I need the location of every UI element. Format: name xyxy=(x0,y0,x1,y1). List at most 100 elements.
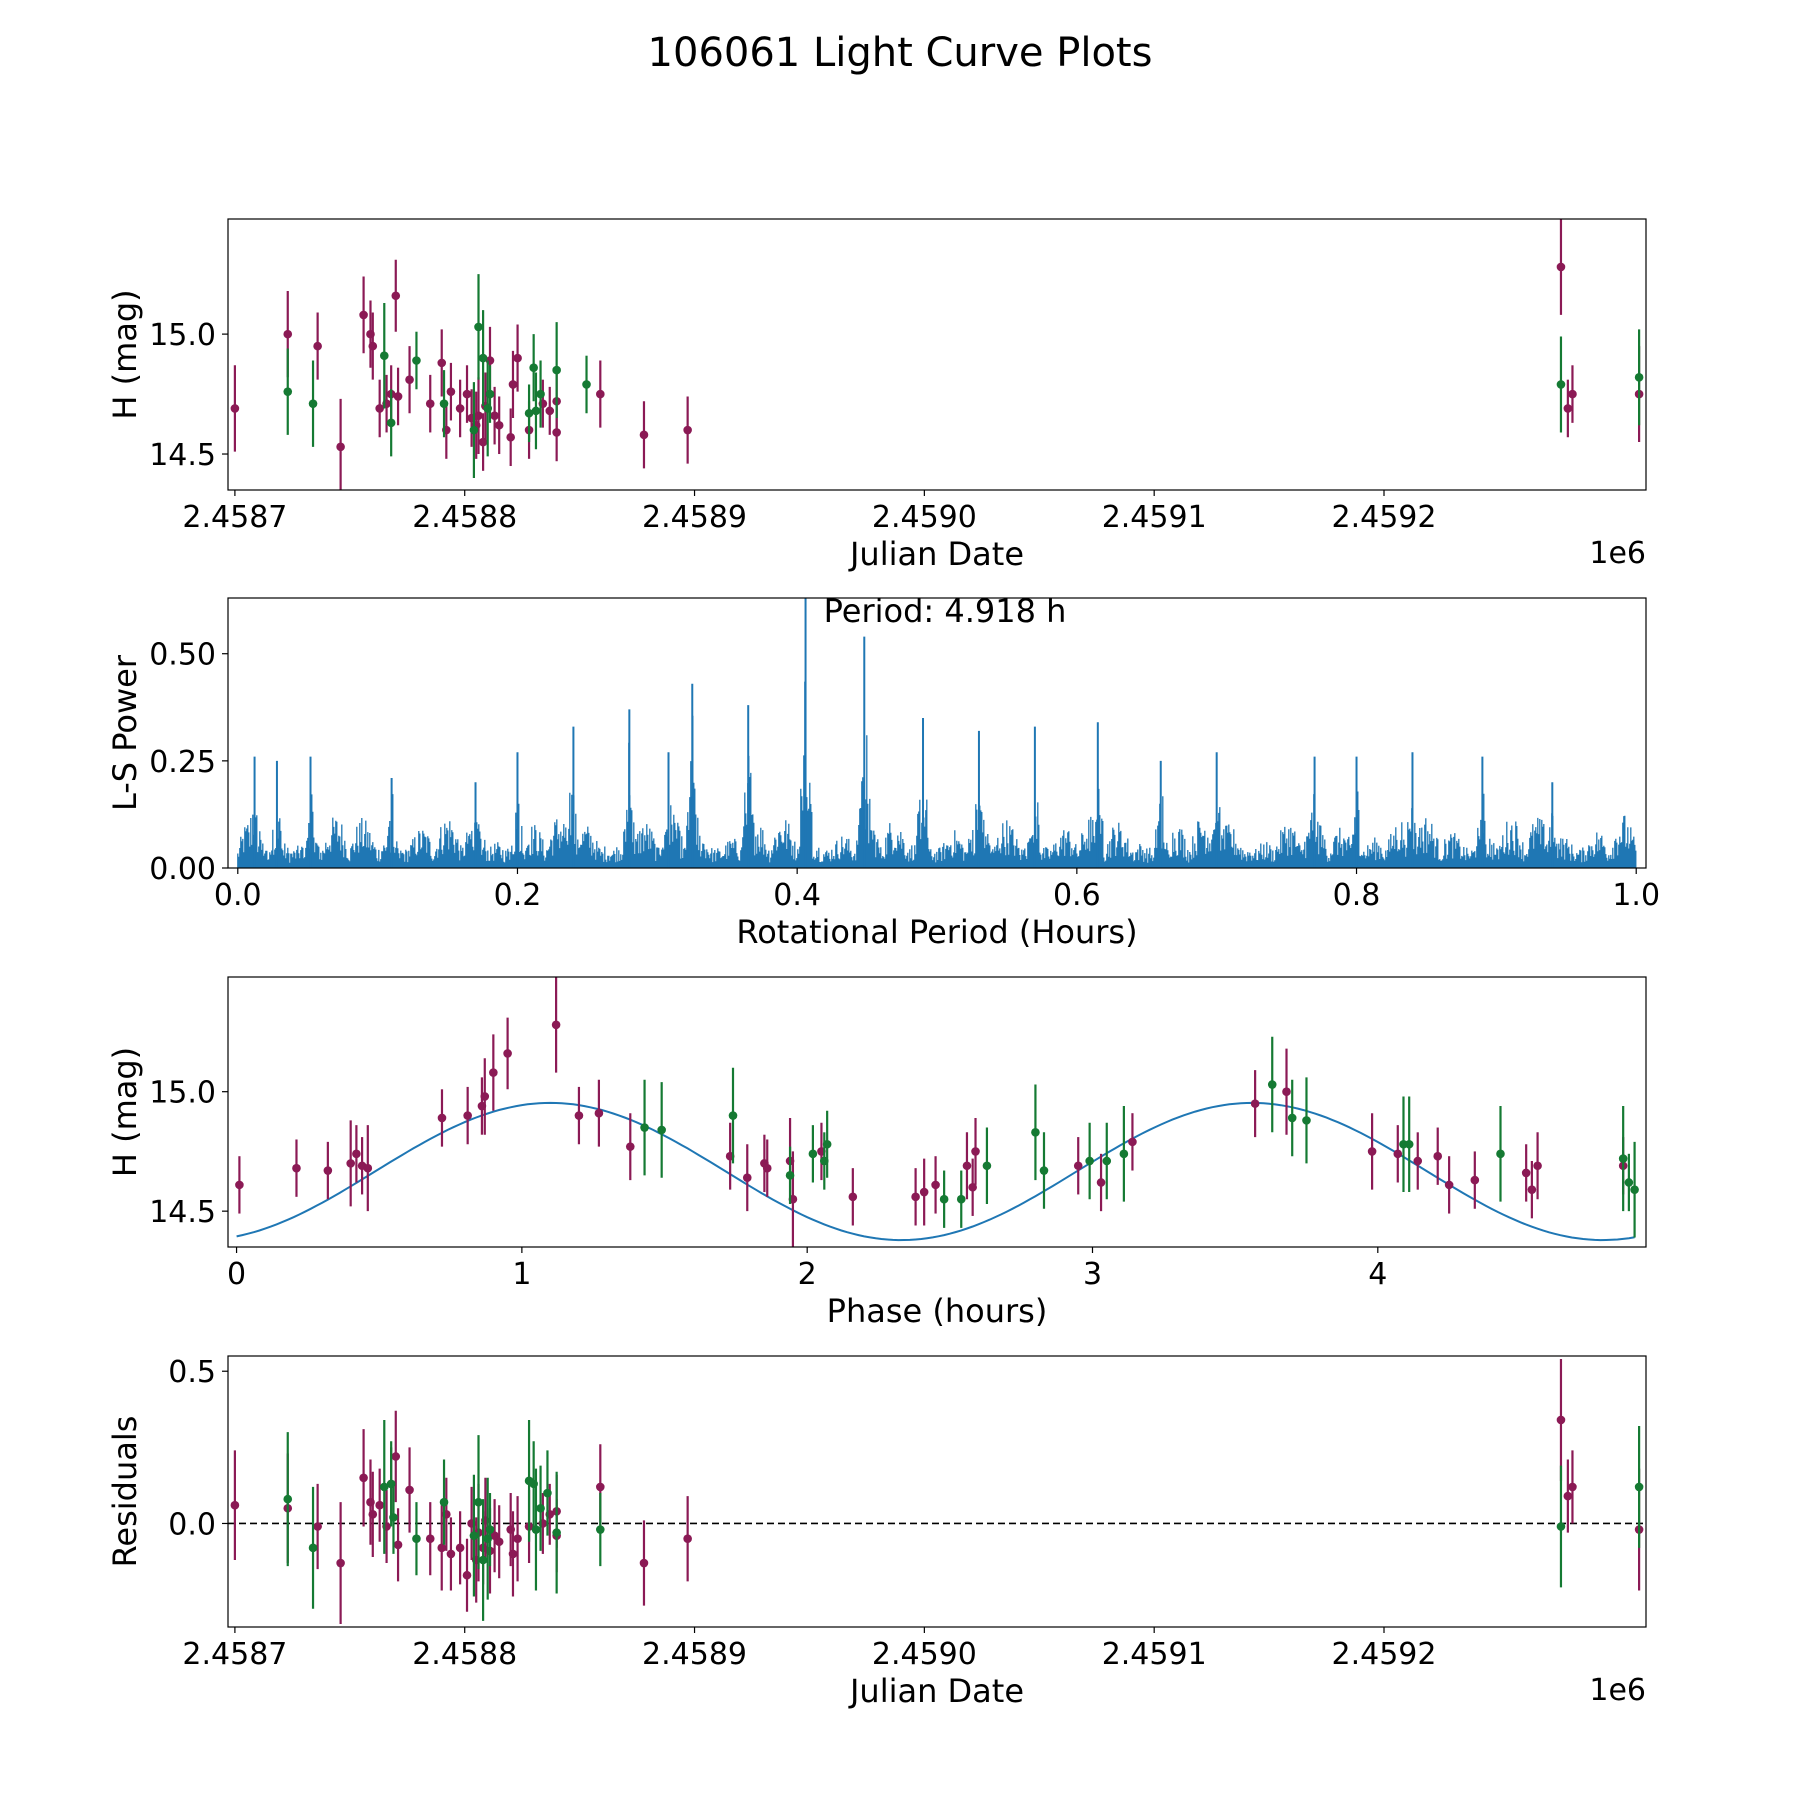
magenta-data-point xyxy=(1556,262,1566,272)
magenta-data-point xyxy=(437,1543,447,1553)
magenta-data-point xyxy=(375,404,384,413)
magenta-data-point xyxy=(425,399,435,408)
phased-panel: 0 1 2 3 4 14.5 15.0 Phase (hours) H (mag) xyxy=(106,976,1647,1330)
magenta-data-point xyxy=(508,380,518,389)
x-tick-label: 4 xyxy=(1368,1257,1387,1292)
x-tick-label: 2.4590 xyxy=(872,1637,977,1672)
magenta-data-point xyxy=(1128,1137,1137,1147)
phased-data xyxy=(235,977,1639,1247)
magenta-data-point xyxy=(1533,1161,1542,1171)
magenta-data-point xyxy=(425,1534,435,1543)
green-data-point xyxy=(1618,1154,1628,1163)
magenta-data-point xyxy=(352,1149,361,1159)
magenta-data-point xyxy=(235,1180,244,1190)
magenta-data-point xyxy=(1568,389,1577,399)
x-axis-label: Rotational Period (Hours) xyxy=(736,913,1137,951)
green-data-point xyxy=(785,1171,795,1180)
magenta-data-point xyxy=(545,406,555,416)
magenta-data-point xyxy=(639,430,649,440)
magenta-data-point xyxy=(1470,1175,1480,1185)
green-data-point xyxy=(469,1531,479,1540)
green-data-point xyxy=(1267,1080,1277,1089)
green-data-point xyxy=(531,406,541,416)
green-data-point xyxy=(379,1482,389,1492)
green-data-point xyxy=(308,399,318,408)
magenta-data-point xyxy=(513,353,522,363)
x-axis-label: Julian Date xyxy=(848,535,1024,573)
magenta-data-point xyxy=(971,1147,980,1156)
magenta-data-point xyxy=(446,387,456,396)
x-tick-label: 0.6 xyxy=(1053,878,1101,913)
green-data-point xyxy=(478,353,488,363)
green-data-point xyxy=(552,365,561,375)
magenta-data-point xyxy=(625,1142,635,1151)
magenta-data-point xyxy=(762,1163,772,1173)
x-tick-label: 0.4 xyxy=(773,878,821,913)
green-data-point xyxy=(1634,1482,1644,1492)
y-tick-label: 15.0 xyxy=(149,318,216,353)
green-data-point xyxy=(552,1528,561,1537)
y-tick-label: 14.5 xyxy=(149,438,216,473)
magenta-data-point xyxy=(494,1537,504,1547)
magenta-data-point xyxy=(359,1473,368,1483)
magenta-data-point xyxy=(683,1534,692,1543)
green-data-point xyxy=(485,1525,495,1534)
x-tick-label: 2.4592 xyxy=(1332,1637,1437,1672)
green-data-point xyxy=(389,1513,398,1522)
x-tick-label: 2.4589 xyxy=(642,500,747,535)
y-axis-label: H (mag) xyxy=(106,289,144,419)
x-tick-label: 1 xyxy=(512,1257,531,1292)
magenta-data-point xyxy=(596,1482,605,1492)
periodogram-panel: Period: 4.918 h0.0 0.2 0.4 0.6 0.8 1.00.000.2… xyxy=(106,592,1660,951)
y-tick-label: 14.5 xyxy=(149,1195,216,1230)
green-data-point xyxy=(1102,1156,1112,1166)
magenta-data-point xyxy=(494,420,504,430)
green-data-point xyxy=(582,380,591,389)
x-offset-label: 1e6 xyxy=(1589,1673,1646,1708)
y-tick-label: 15.0 xyxy=(149,1076,216,1111)
magenta-data-point xyxy=(506,432,515,442)
green-data-point xyxy=(543,1488,552,1498)
green-data-point xyxy=(1556,1522,1566,1531)
magenta-data-point xyxy=(391,1452,401,1461)
green-data-point xyxy=(939,1194,949,1204)
magenta-data-point xyxy=(480,1092,490,1101)
figure-title: 106061 Light Curve Plots xyxy=(648,30,1153,76)
green-data-point xyxy=(596,1525,605,1534)
lightcurve-data xyxy=(230,219,1644,490)
magenta-data-point xyxy=(336,442,345,452)
green-data-point xyxy=(536,389,545,399)
magenta-data-point xyxy=(1073,1161,1083,1171)
green-data-point xyxy=(478,1555,488,1565)
magenta-data-point xyxy=(393,1540,403,1550)
x-tick-label: 2.4592 xyxy=(1332,500,1437,535)
magenta-data-point xyxy=(1250,1099,1260,1108)
residuals-data xyxy=(228,1359,1646,1624)
magenta-data-point xyxy=(455,404,465,413)
magenta-data-point xyxy=(490,411,499,420)
green-data-point xyxy=(1634,372,1644,382)
green-data-point xyxy=(283,387,293,396)
x-tick-label: 0.0 xyxy=(214,878,262,913)
periodogram-frame xyxy=(227,597,1647,869)
magenta-data-point xyxy=(1282,1087,1291,1096)
magenta-data-point xyxy=(1393,1149,1403,1159)
green-data-point xyxy=(529,363,538,372)
magenta-data-point xyxy=(742,1173,752,1183)
x-offset-label: 1e6 xyxy=(1589,536,1646,571)
x-tick-label: 2.4590 xyxy=(872,500,977,535)
magenta-data-point xyxy=(552,428,561,437)
magenta-data-point xyxy=(474,411,483,420)
green-data-point xyxy=(1630,1185,1639,1194)
green-data-point xyxy=(657,1125,666,1135)
green-data-point xyxy=(283,1494,293,1504)
green-data-point xyxy=(474,1497,483,1507)
magenta-data-point xyxy=(1367,1147,1377,1156)
green-data-point xyxy=(379,351,389,360)
magenta-data-point xyxy=(919,1187,929,1197)
magenta-data-point xyxy=(230,1500,240,1510)
green-data-point xyxy=(822,1139,832,1149)
green-data-point xyxy=(1085,1156,1094,1166)
